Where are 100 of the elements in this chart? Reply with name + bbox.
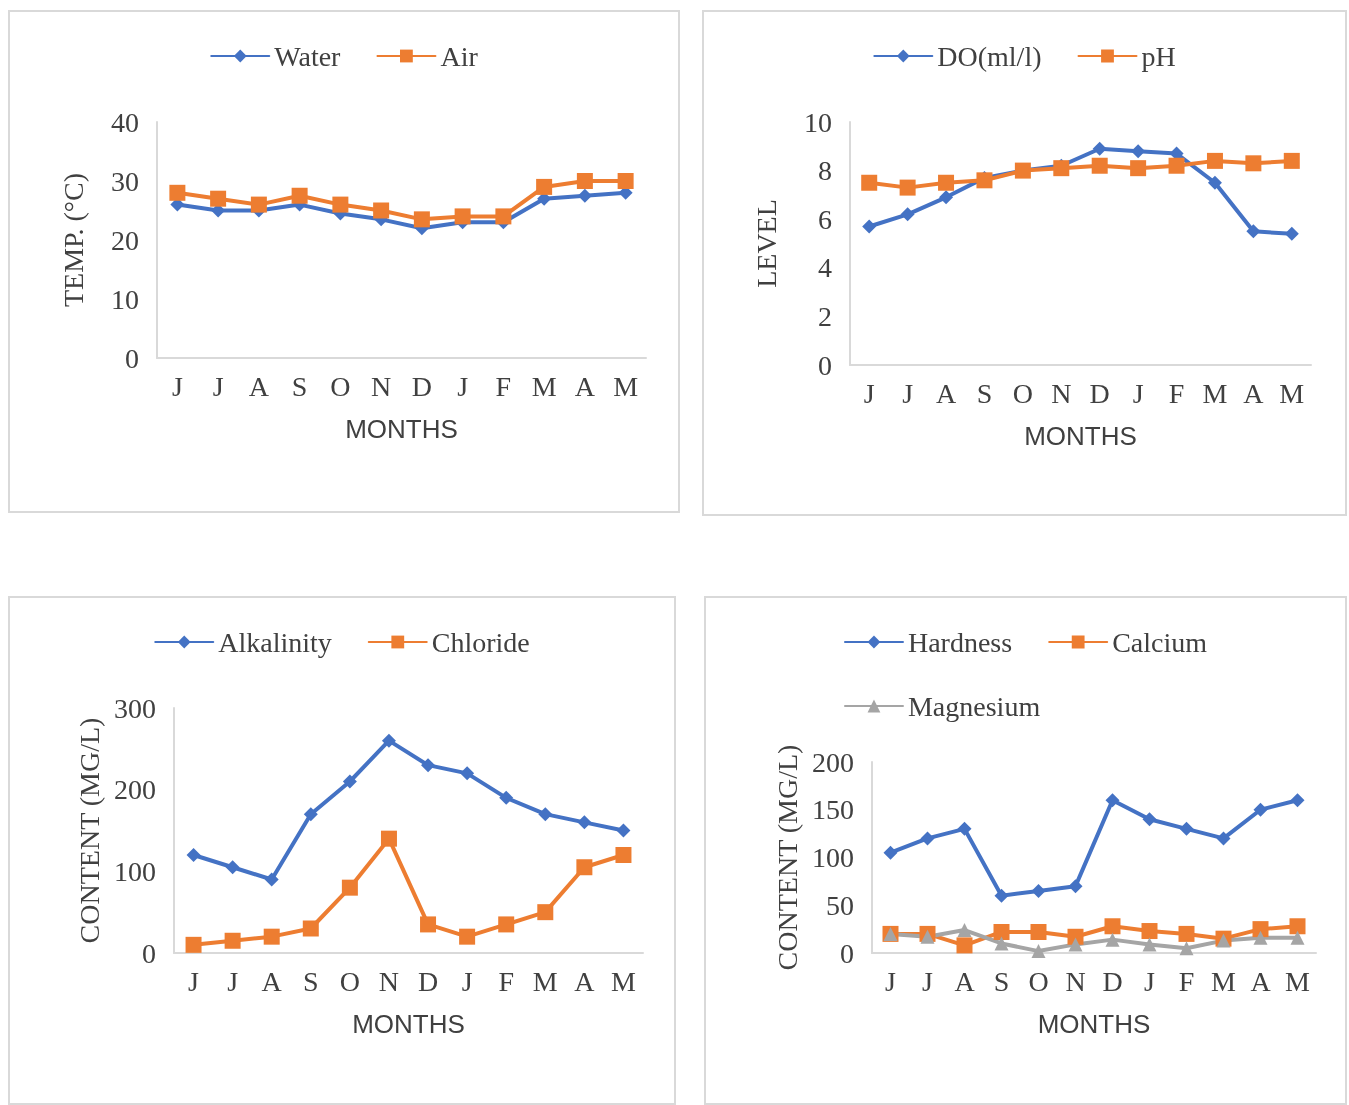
point (1206, 152, 1223, 169)
point (1142, 937, 1157, 952)
point (1179, 941, 1194, 956)
legend-label: Alkalinity (218, 626, 332, 658)
point (1053, 160, 1070, 177)
point (938, 174, 955, 191)
point (536, 178, 553, 195)
point (1216, 831, 1231, 846)
legend-label: Magnesium (907, 690, 1041, 722)
y-tick-label: 0 (818, 349, 832, 381)
x-tick-label: A (1243, 377, 1265, 409)
point (1030, 923, 1047, 940)
point (421, 758, 436, 773)
x-tick-label: A (248, 370, 270, 402)
point (1283, 152, 1300, 169)
x-tick-label: N (371, 370, 392, 402)
legend-label: DO(ml/l) (937, 40, 1042, 72)
point (341, 879, 358, 896)
point (1207, 175, 1222, 190)
y-axis-title: LEVEL (750, 199, 782, 288)
y-tick-label: 4 (818, 252, 832, 284)
x-tick-label: M (1285, 965, 1311, 997)
x-tick-label: S (993, 965, 1010, 997)
y-tick-label: 40 (111, 106, 139, 138)
point (1290, 930, 1305, 945)
point (1245, 155, 1262, 172)
point (381, 733, 396, 748)
legend-label: Air (440, 40, 479, 72)
legend-label: Hardness (907, 626, 1013, 658)
x-tick-label: J (227, 965, 239, 997)
point (1178, 925, 1195, 942)
point (302, 920, 319, 937)
point (994, 888, 1009, 903)
point (332, 196, 349, 213)
point (861, 174, 878, 191)
point (1252, 921, 1269, 938)
point (939, 190, 954, 205)
x-tick-label: N (1051, 377, 1072, 409)
y-tick-label: 100 (114, 855, 156, 887)
legend-label: Calcium (1112, 626, 1208, 658)
y-tick-label: 200 (812, 746, 854, 778)
x-tick-label: M (1279, 377, 1305, 409)
x-tick-label: F (495, 370, 512, 402)
point (1105, 793, 1120, 808)
y-tick-label: 6 (818, 203, 832, 235)
point (899, 179, 916, 196)
point (1168, 157, 1185, 174)
legend-label: pH (1141, 40, 1176, 72)
point (957, 821, 972, 836)
x-tick-label: A (1250, 965, 1272, 997)
point (1284, 226, 1299, 241)
point (459, 928, 476, 945)
point (956, 937, 973, 954)
x-axis-title: MONTHS (1037, 1009, 1151, 1039)
x-tick-label: M (611, 965, 637, 997)
point (498, 916, 515, 933)
x-tick-label: A (574, 370, 596, 402)
x-tick-label: A (574, 965, 596, 997)
point (1104, 918, 1121, 935)
x-tick-label: S (291, 370, 308, 402)
point (957, 923, 972, 938)
y-axis-title: TEMP. (°C) (57, 172, 89, 308)
point (303, 807, 318, 822)
y-tick-label: 100 (812, 842, 854, 873)
y-tick-label: 0 (125, 342, 139, 374)
x-tick-label: J (171, 370, 183, 402)
x-axis-title: MONTHS (345, 414, 458, 444)
point (615, 847, 632, 863)
point (264, 872, 279, 887)
x-tick-label: A (935, 377, 957, 409)
point (1141, 923, 1158, 940)
x-axis-title: MONTHS (1024, 421, 1137, 451)
point (1253, 802, 1268, 817)
point (185, 936, 202, 953)
point (380, 830, 397, 847)
point (994, 936, 1009, 951)
x-tick-label: N (378, 965, 400, 997)
x-tick-label: F (1178, 965, 1195, 997)
point (169, 184, 186, 201)
point (1091, 157, 1108, 174)
y-tick-label: 150 (812, 794, 854, 826)
point (342, 774, 357, 789)
x-axis-title: MONTHS (352, 1009, 465, 1039)
y-tick-label: 8 (818, 155, 832, 187)
point (577, 188, 592, 203)
x-tick-label: D (411, 370, 432, 402)
point (537, 904, 554, 921)
x-tick-label: O (1028, 965, 1049, 997)
x-tick-label: J (212, 370, 224, 402)
x-tick-label: J (1132, 377, 1144, 409)
point (900, 207, 915, 222)
x-tick-label: J (1144, 965, 1156, 997)
point (186, 848, 201, 862)
point (576, 859, 593, 876)
point (1253, 930, 1268, 945)
x-tick-label: J (457, 370, 469, 402)
point (460, 766, 475, 781)
point (373, 202, 390, 219)
x-tick-label: D (417, 965, 439, 997)
x-tick-label: J (461, 965, 473, 997)
